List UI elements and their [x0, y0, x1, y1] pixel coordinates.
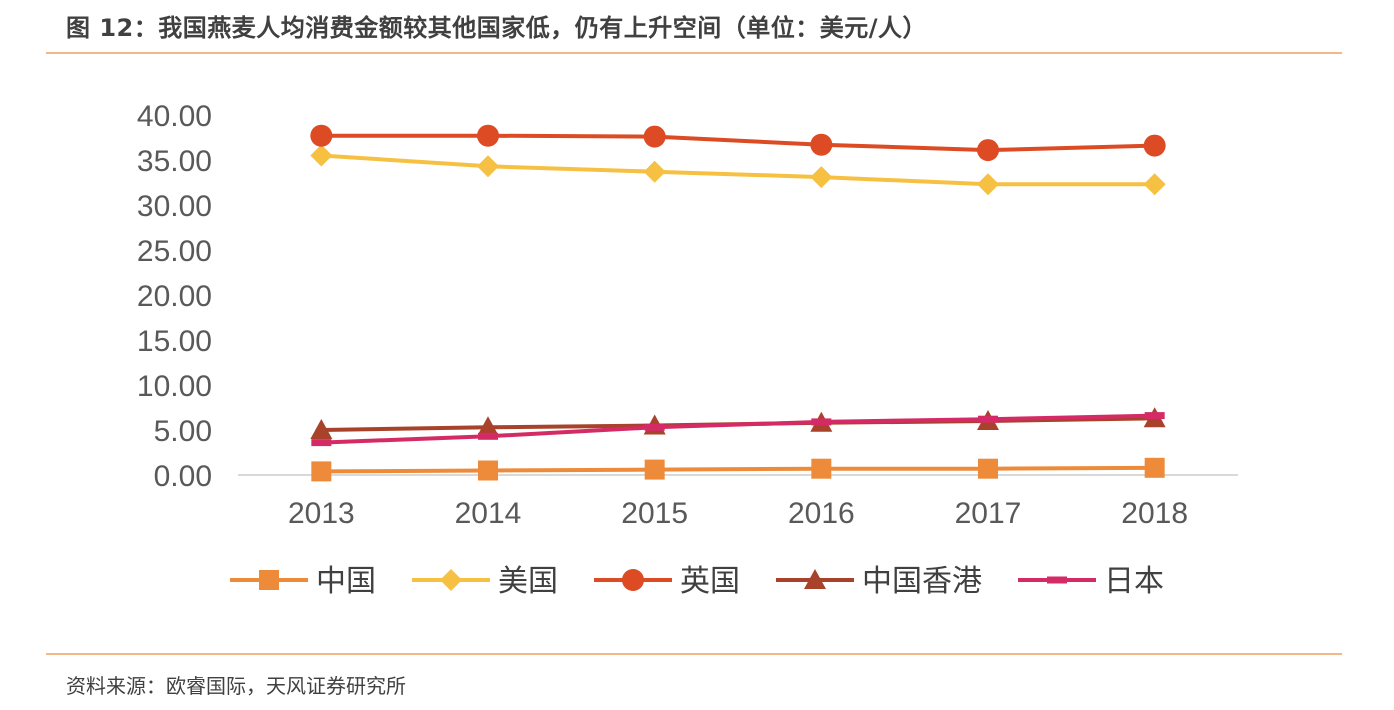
legend-item: 中国 — [230, 564, 376, 599]
series-3 — [310, 124, 1166, 162]
legend: 中国 美国 英国 中国香港 日本 — [230, 564, 1164, 599]
legend-item: 美国 — [412, 564, 558, 599]
line-chart: 0.00 5.00 10.00 15.00 20.00 25.00 30.00 35.00 40… — [137, 100, 1238, 599]
y-tick-label: 10.00 — [137, 370, 212, 403]
series-line — [321, 133, 1155, 153]
data-point — [811, 458, 832, 479]
y-tick-label: 30.00 — [137, 190, 212, 223]
legend-marker — [1047, 576, 1067, 584]
y-tick-label: 0.00 — [154, 460, 212, 493]
data-point — [310, 124, 333, 147]
legend-marker — [804, 569, 826, 589]
legend-item: 日本 — [1018, 564, 1164, 599]
legend-label: 英国 — [680, 564, 740, 599]
legend-marker — [259, 570, 279, 590]
y-tick-label: 35.00 — [137, 145, 212, 178]
data-point — [1144, 457, 1165, 478]
series-5 — [311, 412, 1165, 447]
series-2 — [310, 144, 1166, 196]
series-line — [321, 465, 1155, 474]
top-divider — [46, 52, 1342, 54]
legend-item: 英国 — [594, 564, 740, 599]
data-point — [1143, 173, 1166, 196]
series-layer — [310, 124, 1166, 482]
legend-item: 中国香港 — [776, 564, 982, 599]
y-tick-label: 5.00 — [154, 415, 212, 448]
y-tick-label: 25.00 — [137, 235, 212, 268]
data-point — [1144, 412, 1165, 420]
x-tick-label: 2013 — [288, 497, 355, 530]
x-tick-label: 2015 — [621, 497, 688, 530]
data-point — [810, 166, 833, 189]
bottom-divider — [46, 653, 1342, 655]
series-line — [321, 413, 1155, 445]
data-point — [644, 423, 665, 431]
y-tick-label: 20.00 — [137, 280, 212, 313]
data-point — [977, 173, 999, 196]
data-point — [477, 124, 499, 147]
x-tick-label: 2016 — [788, 497, 855, 530]
legend-marker — [622, 569, 644, 591]
data-point — [477, 155, 499, 178]
data-point — [311, 439, 332, 447]
data-point — [478, 432, 498, 440]
legend-label: 中国 — [316, 564, 376, 599]
legend-label: 日本 — [1104, 564, 1164, 599]
data-point — [643, 160, 666, 183]
data-point — [477, 416, 499, 437]
data-point — [810, 133, 833, 156]
x-tick-label: 2014 — [455, 497, 522, 530]
data-point — [310, 419, 333, 439]
data-point — [1143, 134, 1166, 157]
data-point — [310, 144, 333, 167]
legend-label: 中国香港 — [862, 564, 982, 599]
figure-title: 图 12：我国燕麦人均消费金额较其他国家低，仍有上升空间（单位：美元/人） — [66, 14, 928, 42]
x-tick-label: 2017 — [955, 497, 1022, 530]
x-axis: 2013 2014 2015 2016 2017 2018 — [288, 497, 1188, 530]
data-point — [811, 418, 832, 426]
data-point — [978, 415, 998, 423]
x-tick-label: 2018 — [1121, 497, 1188, 530]
data-point — [478, 460, 498, 481]
y-tick-label: 15.00 — [137, 325, 212, 358]
legend-marker — [440, 569, 462, 591]
data-point — [977, 139, 999, 162]
legend-label: 美国 — [498, 564, 558, 599]
series-line — [321, 153, 1155, 187]
y-axis: 0.00 5.00 10.00 15.00 20.00 25.00 30.00 35.00 40… — [137, 100, 212, 493]
source-note: 资料来源：欧睿国际，天风证券研究所 — [66, 674, 406, 698]
series-1 — [311, 457, 1165, 482]
data-point — [311, 461, 332, 482]
data-point — [978, 458, 998, 479]
data-point — [643, 125, 666, 148]
data-point — [644, 459, 665, 480]
y-tick-label: 40.00 — [137, 100, 212, 133]
